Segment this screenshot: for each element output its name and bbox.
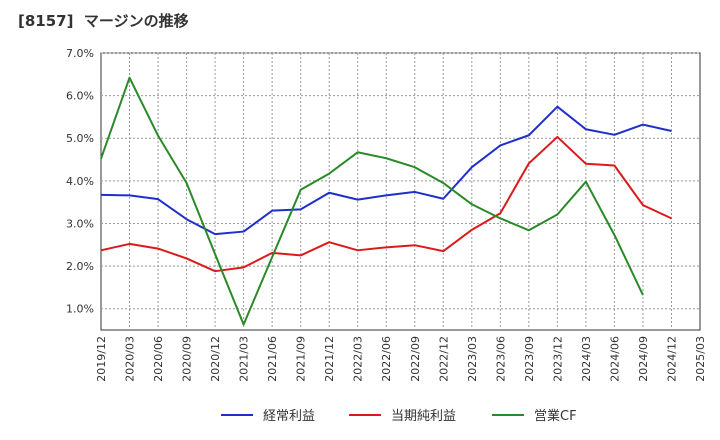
x-tick-label: 2024/12 — [665, 336, 678, 382]
x-tick-label: 2020/03 — [124, 336, 137, 382]
y-tick-label: 3.0% — [66, 217, 94, 230]
series-line-1 — [100, 105, 672, 236]
x-tick-label: 2022/09 — [409, 336, 422, 382]
y-tick-label: 5.0% — [66, 132, 94, 145]
plot-area — [100, 52, 701, 331]
x-tick-label: 2023/12 — [551, 336, 564, 382]
y-tick-label: 2.0% — [66, 260, 94, 273]
x-tick-label: 2024/09 — [637, 336, 650, 382]
x-tick-label: 2020/12 — [209, 336, 222, 382]
x-tick-label: 2021/03 — [238, 336, 251, 382]
y-tick-label: 4.0% — [66, 175, 94, 188]
y-tick-label: 6.0% — [66, 90, 94, 103]
x-tick-label: 2022/06 — [380, 336, 393, 382]
x-tick-label: 2023/03 — [466, 336, 479, 382]
chart-title: [8157] マージンの推移 — [18, 12, 189, 30]
legend-label: 経常利益 — [263, 409, 315, 424]
x-tick-label: 2020/09 — [181, 336, 194, 382]
series-line-2 — [100, 135, 672, 273]
y-tick-label: 1.0% — [66, 303, 94, 316]
x-tick-label: 2020/06 — [152, 336, 165, 382]
legend-label: 営業CF — [534, 408, 577, 424]
legend-label: 当期純利益 — [391, 409, 456, 424]
x-tick-label: 2023/09 — [523, 336, 536, 382]
x-tick-label: 2019/12 — [95, 336, 108, 382]
x-tick-label: 2024/06 — [608, 336, 621, 382]
x-tick-label: 2024/03 — [580, 336, 593, 382]
x-tick-label: 2021/06 — [266, 336, 279, 382]
x-tick-label: 2025/03 — [694, 336, 707, 382]
x-tick-label: 2023/06 — [494, 336, 507, 382]
x-tick-label: 2022/12 — [437, 336, 450, 382]
series-line-3 — [100, 76, 644, 326]
x-tick-label: 2021/12 — [323, 336, 336, 382]
x-tick-label: 2021/09 — [295, 336, 308, 382]
y-tick-label: 7.0% — [66, 47, 94, 60]
x-tick-label: 2022/03 — [352, 336, 365, 382]
